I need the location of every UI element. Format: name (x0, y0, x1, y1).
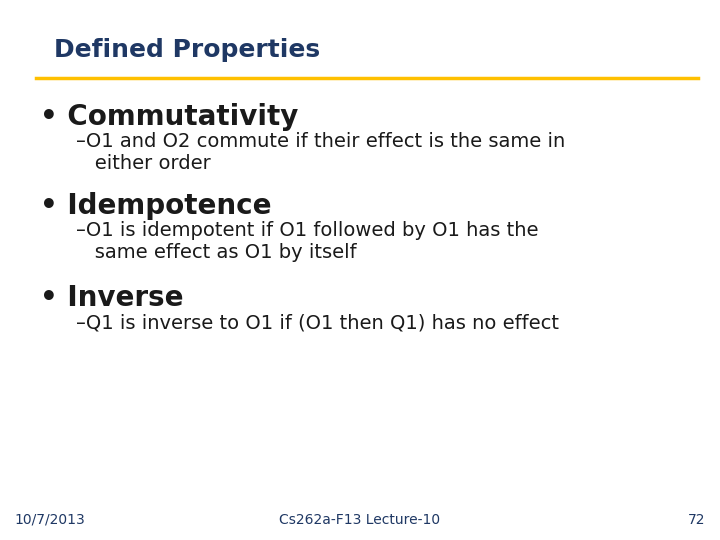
Text: –O1 and O2 commute if their effect is the same in: –O1 and O2 commute if their effect is th… (76, 132, 565, 151)
Text: • Commutativity: • Commutativity (40, 103, 298, 131)
Text: 72: 72 (688, 512, 706, 526)
Text: Cs262a-F13 Lecture-10: Cs262a-F13 Lecture-10 (279, 512, 441, 526)
Text: • Inverse: • Inverse (40, 284, 183, 312)
Text: Defined Properties: Defined Properties (54, 38, 320, 62)
Text: same effect as O1 by itself: same effect as O1 by itself (76, 243, 356, 262)
Text: 10/7/2013: 10/7/2013 (14, 512, 85, 526)
Text: –O1 is idempotent if O1 followed by O1 has the: –O1 is idempotent if O1 followed by O1 h… (76, 221, 538, 240)
Text: either order: either order (76, 154, 210, 173)
Text: –Q1 is inverse to O1 if (O1 then Q1) has no effect: –Q1 is inverse to O1 if (O1 then Q1) has… (76, 313, 559, 332)
Text: • Idempotence: • Idempotence (40, 192, 271, 220)
